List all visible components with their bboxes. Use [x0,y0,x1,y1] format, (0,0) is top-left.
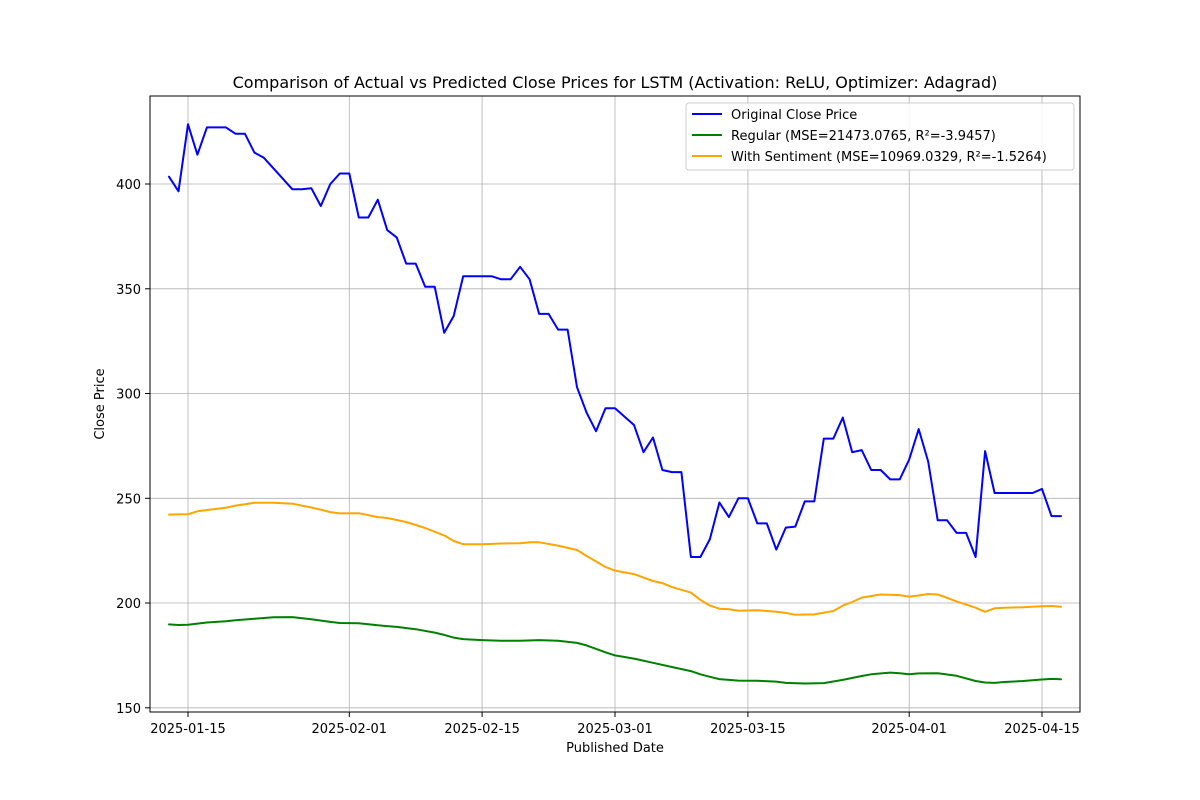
y-tick-label: 200 [116,597,141,612]
legend-label: Regular (MSE=21473.0765, R²=-3.9457) [731,129,996,144]
x-tick-label: 2025-04-01 [871,722,947,737]
series-line-regular [168,616,1062,685]
legend-label: With Sentiment (MSE=10969.0329, R²=-1.52… [731,150,1047,165]
x-tick-label: 2025-01-15 [150,722,226,737]
x-axis-title: Published Date [566,741,664,756]
legend-box [685,102,1075,171]
series-line-original-close-price [168,123,1062,558]
series-layer [168,123,1062,685]
y-tick-label: 300 [116,388,141,403]
x-tick-label: 2025-02-15 [444,722,520,737]
x-tick-label: 2025-02-01 [312,722,388,737]
axis-ticks: 2025-01-15 2025-02-01 2025-02-15 2025-03-01… [116,178,1080,737]
legend-label: Original Close Price [731,108,857,123]
y-tick-label: 350 [116,283,141,298]
chart-title: Comparison of Actual vs Predicted Close … [233,73,998,92]
series-line-with-sentiment [168,501,1062,616]
x-tick-label: 2025-03-15 [710,722,786,737]
y-tick-label: 150 [116,702,141,717]
legend: Original Close Price Regular (MSE=21473.0… [685,102,1075,171]
x-tick-label: 2025-03-01 [577,722,653,737]
y-tick-label: 400 [116,178,141,193]
y-axis-title: Close Price [93,368,108,439]
x-tick-label: 2025-04-15 [1004,722,1080,737]
y-tick-label: 250 [116,492,141,507]
grid-lines [150,96,1080,712]
